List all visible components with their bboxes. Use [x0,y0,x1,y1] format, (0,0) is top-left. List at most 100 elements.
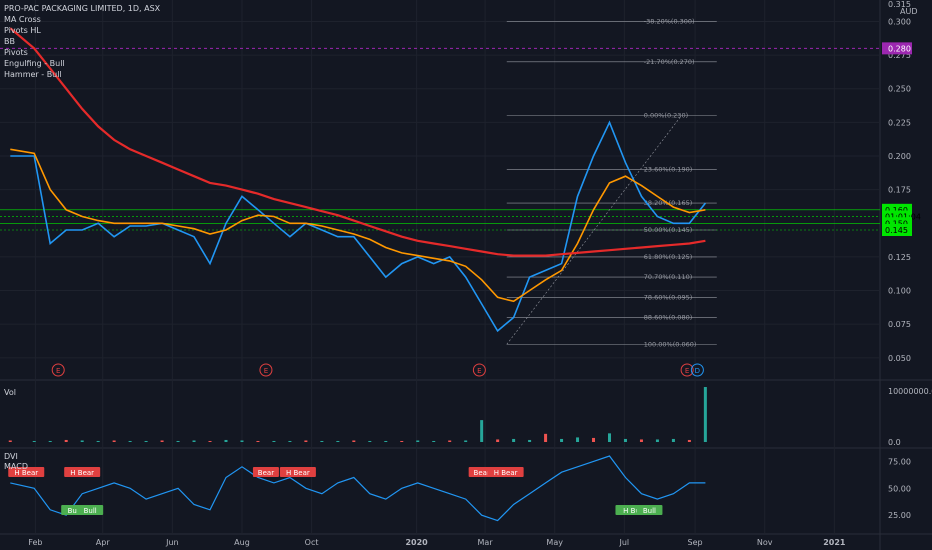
fib-level-label: 70.70%(0.110) [644,273,692,281]
volume-bar [384,440,388,442]
price-axis-label: 0.275 [888,51,911,60]
volume-bar [671,438,675,442]
event-marker-label: E [264,367,268,375]
volume-bar [464,440,468,442]
event-marker-label: E [685,367,689,375]
dvi-axis-label: 50.00 [888,484,911,493]
volume-bar [272,440,276,442]
price-axis-top-label: 0.315 [888,0,911,9]
event-marker-label: E [477,367,481,375]
legend-indicator[interactable]: MA Cross [4,15,41,24]
signal-badge [64,467,101,477]
price-line-series [10,120,707,333]
legend-indicator[interactable]: Pivots HL [4,26,41,35]
volume-bar [48,440,52,442]
price-axis-label: 0.250 [888,85,911,94]
signal-badge-label: H Bear [70,469,94,477]
time-axis-label: 2020 [405,538,428,547]
event-marker [259,363,273,377]
fib-level-label: 100.00%(0.060) [644,340,697,348]
event-marker-label: E [56,367,60,375]
fib-level-label: 50.00%(0.145) [644,226,692,234]
volume-bar [64,439,68,442]
signal-badge [77,505,104,515]
volume-bar [304,440,308,442]
event-marker [680,363,694,377]
volume-bar [560,438,564,442]
signal-badge [8,467,45,477]
dvi-pane-label: DVI [4,452,18,461]
volume-bar [703,387,707,442]
volume-bar [160,440,164,442]
legend-indicator[interactable]: Pivots [4,48,28,57]
volume-axis-label: 0.0 [888,438,901,447]
legend-indicator[interactable]: Engulfing - Bull [4,59,65,68]
legend-indicator[interactable]: Hammer - Bull [4,70,62,79]
fib-level-label: 78.60%(0.095) [644,293,692,301]
signal-badge-label: Bull [84,507,97,515]
dvi-line [10,455,706,522]
volume-bar [607,433,611,442]
fib-level-label: 88.60%(0.080) [644,313,692,321]
volume-bar [512,438,516,442]
volume-bar [592,437,596,442]
volume-bar [576,437,580,442]
event-marker [51,363,65,377]
price-axis-label: 0.225 [888,118,911,127]
volume-bar [8,440,12,442]
event-marker [472,363,486,377]
volume-bar [320,440,324,442]
volume-bar [32,440,36,442]
time-axis-label: Mar [478,538,494,547]
dvi-axis-label: 25.00 [888,511,911,520]
price-axis-label: 0.200 [888,152,911,161]
volume-bar [496,439,500,442]
signal-badge-label: H Bear [494,469,518,477]
price-axis-label: 0.175 [888,186,911,195]
time-axis-label: Apr [96,538,111,547]
level-badge [882,42,912,55]
price-badge [882,224,912,236]
volume-bar [687,439,691,442]
volume-bar [288,440,292,442]
volume-bar [416,440,420,442]
event-marker-label: D [695,367,700,375]
level-badge-label: 0.280 [888,44,911,53]
signal-badge [487,467,524,477]
volume-bar [432,440,436,442]
event-marker [690,363,704,377]
signal-badge [636,505,663,515]
signal-badge-label: Bull [643,507,656,515]
time-axis-label: Jul [619,538,630,547]
fast-moving-average-line [10,148,706,303]
volume-bar [448,440,452,442]
price-axis-label: 0.050 [888,354,911,363]
volume-bar [480,420,484,442]
price-axis-label: 0.125 [888,253,911,262]
price-badge-label: 01:01:04 [885,213,921,222]
legend: PRO-PAC PACKAGING LIMITED, 1D, ASX MA Cr… [4,3,160,80]
signal-badge-label: H Bear [286,469,310,477]
currency-label: AUD [900,7,918,16]
slow-moving-average-line [9,27,706,257]
signal-badge [252,467,279,477]
volume-bar [639,439,643,442]
time-axis-label: Oct [305,538,319,547]
volume-bar [623,438,627,442]
time-axis-label: Jun [165,538,179,547]
price-axis-label: 0.300 [888,17,911,26]
time-axis-label: Sep [688,538,703,547]
volume-bar [128,440,132,442]
signal-badge-label: Bear [258,469,274,477]
legend-indicator[interactable]: BB [4,37,15,46]
macd-pane-label: MACD [4,462,28,471]
volume-bar [176,440,180,442]
volume-bar [368,440,372,442]
volume-bar [192,440,196,442]
legend-title: PRO-PAC PACKAGING LIMITED, 1D, ASX [4,4,161,13]
signal-badge-label: H Bull [623,507,644,515]
volume-bar [336,440,340,442]
volume-bar [96,440,100,442]
price-axis-label: 0.075 [888,320,911,329]
